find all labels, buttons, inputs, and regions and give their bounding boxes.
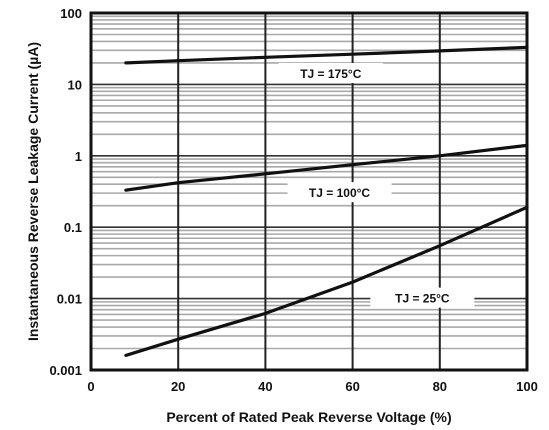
- x-tick-label: 80: [433, 379, 447, 394]
- x-tick-label: 0: [87, 379, 94, 394]
- y-tick-label: 0.1: [64, 220, 82, 235]
- y-axis-label: Instantaneous Reverse Leakage Current (µ…: [25, 42, 41, 341]
- series-label-background: [370, 287, 475, 308]
- series-lines: [124, 45, 529, 357]
- x-axis-label: Percent of Rated Peak Reverse Voltage (%…: [166, 409, 451, 425]
- y-tick-label: 1: [75, 149, 82, 164]
- series-label: TJ = 175°C: [300, 67, 362, 81]
- series-label-background: [278, 62, 383, 83]
- x-tick-label: 20: [171, 379, 185, 394]
- series-label: TJ = 25°C: [395, 292, 450, 306]
- series-line: [124, 45, 529, 65]
- x-tick-labels: 0 20 40 60 80 100: [87, 379, 537, 394]
- y-tick-label: 0.001: [49, 363, 82, 378]
- series-label-background: [287, 182, 392, 203]
- x-tick-label: 40: [258, 379, 272, 394]
- y-tick-label: 0.01: [57, 292, 82, 307]
- x-tick-label: 60: [345, 379, 359, 394]
- series-label: TJ = 100°C: [309, 186, 371, 200]
- series-line: [124, 205, 529, 357]
- series-line: [124, 143, 529, 192]
- y-tick-label: 100: [60, 6, 82, 21]
- y-tick-labels: 0.001 0.01 0.1 1 10 100: [49, 6, 82, 378]
- x-tick-label: 100: [516, 379, 538, 394]
- y-tick-label: 10: [68, 77, 82, 92]
- plot-frame: [89, 11, 529, 372]
- series-labels: TJ = 175°C TJ = 100°C TJ = 25°C: [278, 62, 475, 308]
